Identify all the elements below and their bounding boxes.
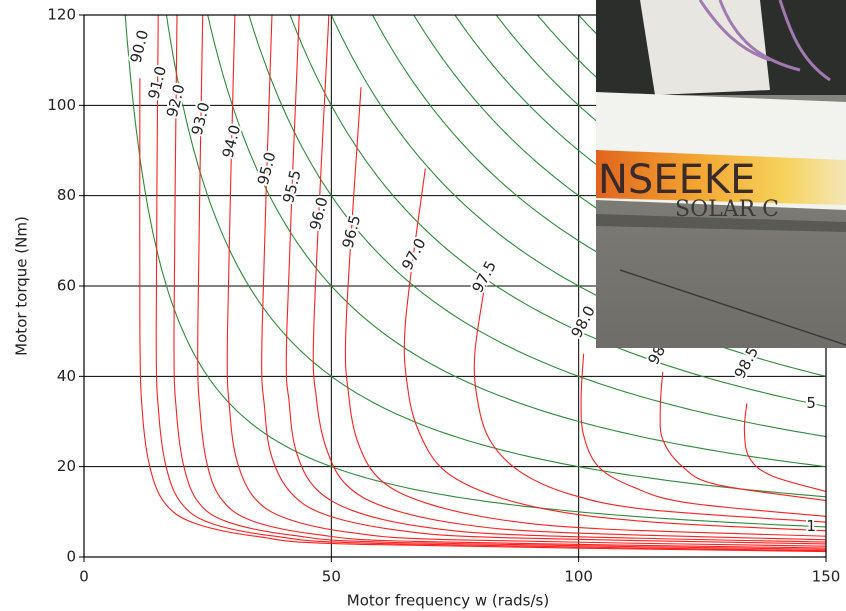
power-contour-label: 1 — [806, 517, 816, 535]
y-tick-label: 80 — [57, 186, 76, 204]
y-tick-label: 40 — [57, 367, 76, 385]
x-tick-label: 50 — [322, 568, 341, 586]
x-tick-label: 100 — [564, 568, 593, 586]
x-tick-label: 150 — [812, 568, 841, 586]
y-axis-label: Motor torque (Nm) — [13, 216, 31, 356]
y-tick-label: 0 — [66, 548, 76, 566]
power-contour-label: 5 — [806, 394, 816, 412]
photo-overlay: NSEEKE SOLAR C — [596, 0, 846, 348]
x-axis-label: Motor frequency w (rads/s) — [347, 592, 549, 610]
x-tick-label: 0 — [79, 568, 89, 586]
chart: 5190.091.092.093.094.095.095.596.096.597… — [0, 0, 846, 611]
y-tick-label: 120 — [47, 6, 76, 24]
y-tick-label: 100 — [47, 96, 76, 114]
y-tick-label: 20 — [57, 457, 76, 475]
y-tick-label: 60 — [57, 277, 76, 295]
